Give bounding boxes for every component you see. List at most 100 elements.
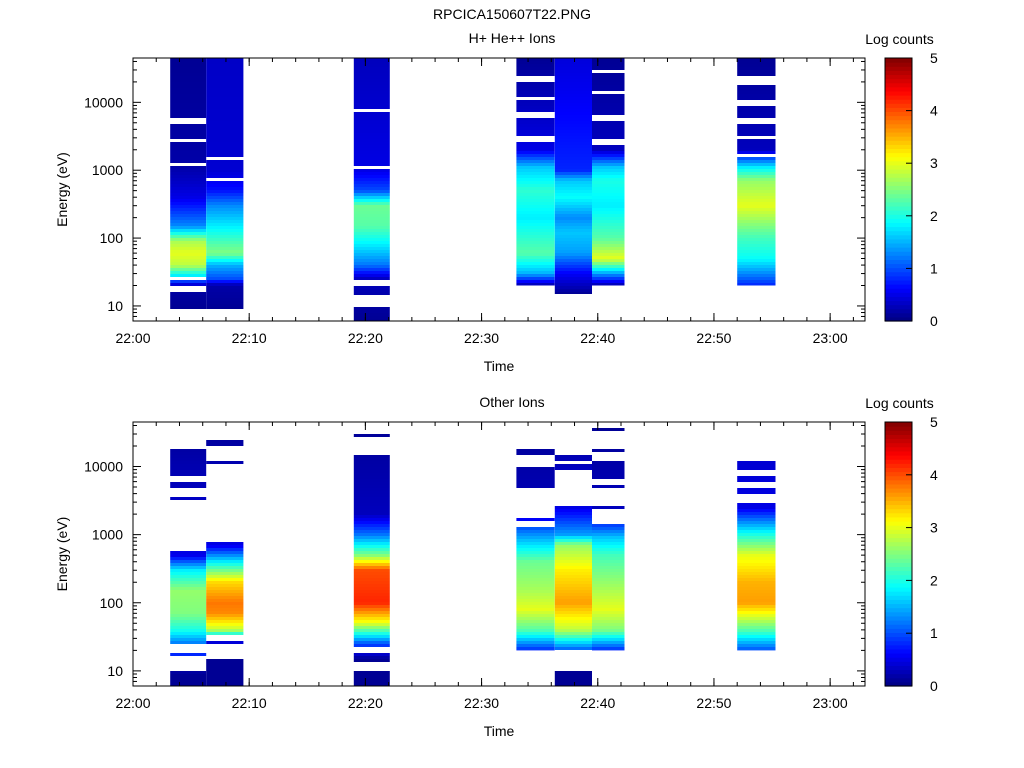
spectrogram-cell [206, 172, 244, 175]
spectrogram-cell [516, 560, 555, 563]
spectrogram-cell [170, 551, 207, 554]
spectrogram-cell [206, 214, 244, 217]
spectrogram-cell [592, 166, 625, 169]
spectrogram-cell [170, 680, 207, 683]
spectrogram-cell [353, 644, 390, 647]
spectrogram-cell [554, 115, 592, 118]
spectrogram-cell [592, 232, 625, 235]
spectrogram-cell [737, 187, 776, 190]
spectrogram-cell [353, 202, 390, 205]
spectrogram-cell [353, 521, 390, 524]
spectrogram-cell [592, 88, 625, 91]
spectrogram-cell [592, 623, 625, 626]
spectrogram-cell [554, 557, 592, 560]
colorbar-segment [885, 677, 912, 683]
spectrogram-cell [206, 139, 244, 142]
spectrogram-cell [516, 635, 555, 638]
spectrogram-cell [737, 250, 776, 253]
spectrogram-cell [170, 169, 207, 172]
spectrogram-cell [516, 238, 555, 241]
spectrogram-cell [516, 479, 555, 482]
colorbar-segment [885, 259, 912, 265]
spectrogram-cell [206, 262, 244, 265]
x-axis-label: Time [484, 723, 515, 739]
spectrogram-cell [516, 151, 555, 154]
spectrogram-cell [592, 280, 625, 283]
spectrogram-cell [170, 208, 207, 211]
spectrogram-cell [516, 91, 555, 94]
x-tick-label: 22:00 [115, 695, 150, 711]
spectrogram-cell [737, 563, 776, 566]
colorbar-segment [885, 496, 912, 501]
spectrogram-cell [592, 428, 625, 431]
spectrogram-cell [170, 599, 207, 602]
spectrogram-cell [516, 569, 555, 572]
spectrogram-cell [592, 551, 625, 554]
spectrogram-cell [170, 671, 207, 674]
spectrogram-cell [592, 467, 625, 470]
spectrogram-cell [353, 115, 390, 118]
spectrogram-cell [170, 124, 207, 127]
spectrogram-cell [170, 593, 207, 596]
spectrogram-cell [554, 58, 592, 61]
spectrogram-cell [353, 530, 390, 533]
spectrogram-cell [554, 274, 592, 277]
spectrogram-cell [554, 563, 592, 566]
x-tick-label: 23:00 [813, 330, 848, 346]
spectrogram-cell [516, 226, 555, 229]
colorbar-segment [885, 185, 912, 191]
spectrogram-cell [516, 85, 555, 88]
spectrogram-cell [554, 518, 592, 521]
spectrogram-cell [592, 76, 625, 79]
spectrogram-cell [554, 683, 592, 686]
spectrogram-cell [170, 620, 207, 623]
colorbar-segment [885, 201, 912, 207]
spectrogram-cell [516, 145, 555, 148]
spectrogram-cell [516, 277, 555, 280]
colorbar-segment [885, 455, 912, 460]
spectrogram-cell [554, 256, 592, 259]
spectrogram-cell [206, 668, 244, 671]
colorbar-segment [885, 545, 912, 551]
colorbar-segment [885, 434, 912, 440]
spectrogram-cell [353, 620, 390, 623]
spectrogram-cell [737, 623, 776, 626]
spectrogram-cell [170, 85, 207, 88]
spectrogram-cell [353, 617, 390, 620]
x-tick-label: 22:40 [580, 695, 615, 711]
spectrogram-cell [516, 647, 555, 650]
spectrogram-cell [206, 605, 244, 608]
spectrogram-cell [516, 217, 555, 220]
spectrogram-cell [592, 647, 625, 650]
colorbar-segment [885, 450, 912, 456]
spectrogram-cell [353, 247, 390, 250]
spectrogram-cell [592, 244, 625, 247]
spectrogram-cell [592, 545, 625, 548]
spectrogram-cell [206, 632, 244, 635]
spectrogram-cell [206, 181, 244, 184]
spectrogram-cell [206, 277, 244, 280]
spectrogram-cell [353, 677, 390, 680]
spectrogram-cell [170, 292, 207, 295]
spectrogram-cell [554, 554, 592, 557]
spectrogram-cell [206, 596, 244, 599]
spectrogram-cell [206, 166, 244, 169]
spectrogram-cell [353, 256, 390, 259]
spectrogram-cell [170, 298, 207, 301]
spectrogram-cell [353, 638, 390, 641]
spectrogram-cell [737, 145, 776, 148]
spectrogram-cell [737, 503, 776, 506]
spectrogram-cell [516, 620, 555, 623]
spectrogram-cell [592, 148, 625, 151]
colorbar: 0 1 2 3 4 5 Log counts [865, 395, 938, 694]
spectrogram-cell [170, 614, 207, 617]
spectrogram-cell [516, 566, 555, 569]
spectrogram-cell [206, 280, 244, 283]
spectrogram-cell [353, 659, 390, 662]
colorbar-segment [885, 587, 912, 592]
spectrogram-cell [737, 575, 776, 578]
colorbar-segment [885, 479, 912, 485]
spectrogram-cell [516, 626, 555, 629]
spectrogram-cell [592, 605, 625, 608]
spectrogram-cell [737, 283, 776, 286]
